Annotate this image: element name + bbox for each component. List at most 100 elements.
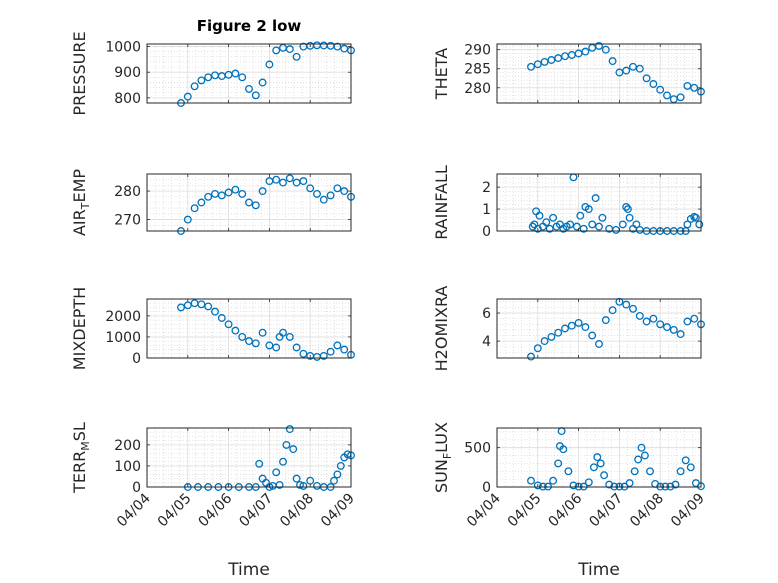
data-point	[251, 91, 260, 100]
axes-box	[496, 173, 702, 232]
data-point	[676, 330, 685, 339]
data-point	[554, 328, 563, 337]
data-point	[683, 317, 692, 326]
data-point	[285, 425, 294, 434]
panel-2: 280 285 290 THETA	[432, 41, 705, 104]
plot-area	[497, 44, 701, 103]
x-axis-label: Time	[577, 560, 620, 580]
y-tick-label: 500	[464, 441, 491, 457]
data-point	[527, 476, 535, 485]
data-point	[340, 187, 349, 196]
data-point	[306, 184, 315, 193]
y-axis-label-main: PRESSURE	[70, 31, 89, 115]
data-point	[258, 78, 267, 87]
data-point	[567, 321, 576, 330]
data-point	[533, 344, 542, 353]
data-point	[581, 323, 590, 332]
y-axis-label: PRESSURE	[70, 31, 89, 115]
data-point	[255, 459, 264, 468]
panel-3: 270 280 AIRTEMP	[70, 169, 355, 236]
data-point	[545, 224, 554, 233]
data-point	[549, 476, 558, 485]
y-axis-label-subscript: T	[79, 202, 92, 210]
y-tick-label: 290	[464, 43, 491, 59]
data-point	[282, 440, 291, 449]
data-point	[669, 95, 678, 104]
data-point	[231, 69, 240, 78]
data-point	[596, 459, 605, 468]
data-point	[313, 189, 321, 198]
y-tick-label: 4	[482, 334, 491, 350]
data-point	[630, 467, 639, 476]
data-point	[289, 445, 298, 454]
x-axis-label: Time	[227, 560, 270, 580]
data-point	[217, 191, 226, 200]
data-point	[231, 185, 240, 194]
y-axis-label: AIRTEMP	[70, 169, 92, 236]
axes-box	[146, 298, 352, 359]
plot-area	[497, 428, 701, 487]
axes-box	[496, 427, 702, 488]
data-point	[589, 463, 598, 472]
data-point	[671, 480, 680, 489]
y-tick-label: 200	[114, 438, 141, 454]
data-point	[296, 480, 304, 489]
y-axis-label: MIXDEPTH	[70, 287, 89, 370]
y-tick-label: 100	[114, 459, 141, 475]
axes-box	[496, 43, 702, 104]
data-point	[690, 83, 699, 92]
data-point	[285, 174, 294, 183]
y-axis-label: RAINFALL	[432, 165, 451, 240]
data-point	[238, 73, 247, 82]
data-point	[319, 195, 328, 204]
data-point	[601, 316, 610, 325]
data-point	[258, 187, 267, 196]
axes-box	[496, 298, 702, 359]
data-point	[333, 184, 342, 193]
data-point	[333, 470, 342, 479]
data-point	[204, 192, 213, 201]
data-point	[211, 307, 219, 316]
data-point	[635, 311, 644, 320]
data-point	[584, 478, 593, 487]
data-point	[183, 92, 192, 101]
data-point	[251, 201, 260, 210]
data-point	[238, 189, 247, 198]
y-tick-label: 1000	[105, 40, 141, 56]
data-point	[554, 54, 563, 63]
data-point	[279, 457, 287, 466]
data-point	[549, 213, 558, 222]
data-point	[292, 474, 301, 483]
data-point	[292, 52, 301, 61]
y-tick-label: 800	[114, 91, 141, 107]
data-point	[542, 218, 551, 227]
data-point	[190, 204, 199, 213]
data-point	[330, 476, 338, 485]
data-point	[572, 222, 581, 231]
data-point	[197, 198, 206, 207]
data-point	[574, 318, 583, 327]
data-point	[579, 224, 588, 233]
axes-box	[146, 43, 352, 104]
data-point	[615, 68, 624, 77]
data-point	[272, 343, 281, 352]
data-point	[642, 74, 651, 83]
data-point	[683, 220, 692, 229]
data-point	[333, 42, 342, 51]
data-point	[625, 479, 634, 488]
panel-1: 800 900 1000 PRESSURE Figure 2 low	[70, 17, 355, 116]
data-point	[574, 49, 583, 58]
y-axis-label-main: H2OMIXRA	[432, 286, 451, 372]
data-point	[251, 339, 260, 348]
data-point	[554, 459, 563, 468]
data-point	[299, 349, 308, 358]
data-point	[623, 205, 632, 214]
data-point	[238, 332, 247, 341]
data-point	[669, 325, 678, 334]
data-point	[258, 328, 267, 337]
y-tick-label: 2	[482, 180, 491, 196]
data-point	[584, 205, 593, 214]
plot-area	[497, 299, 701, 358]
y-tick-label: 0	[132, 351, 141, 367]
